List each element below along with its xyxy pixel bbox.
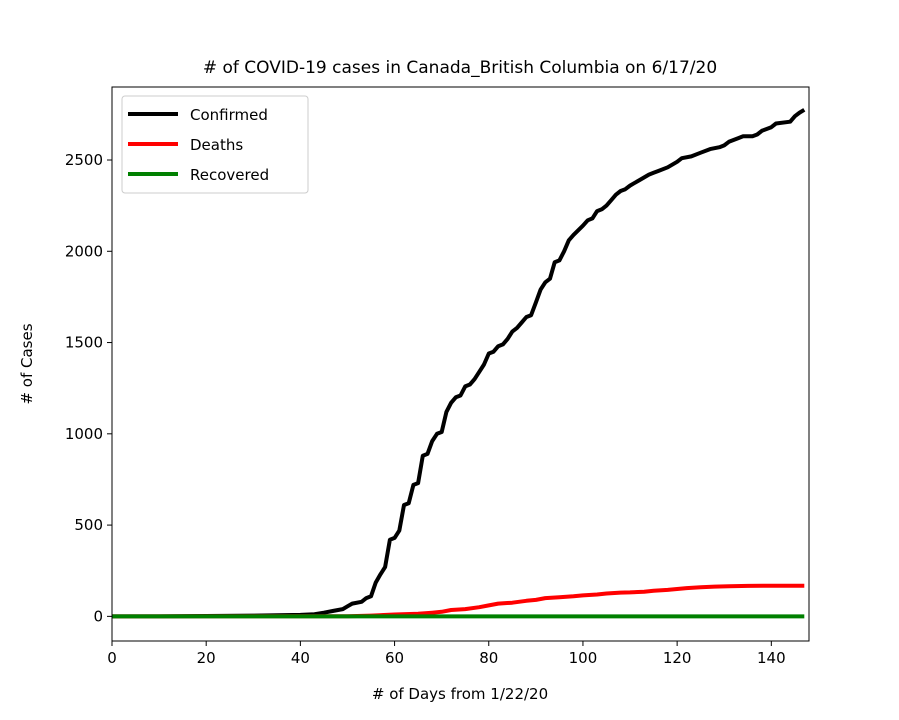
series-line-deaths (111, 583, 805, 619)
legend: Confirmed Deaths Recovered (121, 95, 309, 194)
x-tick-label: 100 (569, 649, 598, 667)
legend-label-confirmed: Confirmed (190, 106, 268, 124)
x-tick-label: 80 (479, 649, 498, 667)
y-tick-label: 1000 (65, 425, 103, 443)
legend-box (121, 95, 309, 194)
y-tick-label: 2000 (65, 242, 103, 260)
x-tick-label: 120 (663, 649, 692, 667)
x-tick-label: 0 (107, 649, 117, 667)
y-axis: 0 500 1000 1500 2000 2500 (65, 151, 112, 625)
legend-label-recovered: Recovered (190, 166, 269, 184)
y-tick-label: 2500 (65, 151, 103, 169)
legend-label-deaths: Deaths (190, 136, 243, 154)
y-tick-label: 0 (93, 607, 103, 625)
x-tick-label: 140 (757, 649, 786, 667)
y-tick-label: 1500 (65, 334, 103, 352)
plot-frame (111, 86, 810, 642)
x-axis: 0 20 40 60 80 100 120 140 (107, 641, 786, 667)
y-axis-label: # of Cases (18, 323, 36, 404)
chart-title: # of COVID-19 cases in Canada_British Co… (203, 58, 717, 78)
plot-lines (111, 108, 806, 619)
x-tick-label: 20 (197, 649, 216, 667)
x-axis-label: # of Days from 1/22/20 (372, 685, 548, 703)
x-tick-label: 60 (385, 649, 404, 667)
y-tick-label: 500 (74, 516, 103, 534)
x-tick-label: 40 (291, 649, 310, 667)
series-line-confirmed (112, 108, 806, 619)
